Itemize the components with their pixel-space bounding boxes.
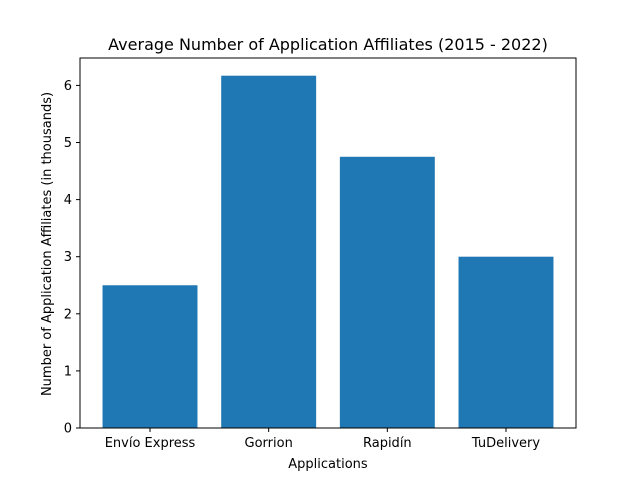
y-tick-label: 4 <box>64 193 72 208</box>
bar-2 <box>339 156 435 428</box>
x-tick-label: TuDelivery <box>471 436 540 451</box>
bar-1 <box>221 75 317 428</box>
plot-frame <box>79 57 577 429</box>
bar-0 <box>102 285 198 428</box>
y-tick-label: 5 <box>64 136 72 151</box>
x-tick-label: Gorrion <box>245 436 293 451</box>
y-axis-ticks: 0 1 2 3 4 5 6 <box>64 79 80 437</box>
plot-area <box>79 57 577 429</box>
y-tick-label: 0 <box>64 422 72 437</box>
x-axis-ticks: Envío Express Gorrion Rapidín TuDelivery <box>105 428 540 451</box>
bar-3 <box>458 256 554 428</box>
x-tick-label: Envío Express <box>105 436 196 451</box>
y-tick-label: 3 <box>64 250 72 265</box>
x-axis-label: Applications <box>288 457 368 472</box>
chart-title: Average Number of Application Affiliates… <box>108 35 548 54</box>
y-tick-label: 6 <box>64 79 72 94</box>
y-tick-label: 1 <box>64 364 72 379</box>
y-tick-label: 2 <box>64 307 72 322</box>
x-tick-label: Rapidín <box>363 436 412 451</box>
y-axis-label: Number of Application Affiliates (in tho… <box>40 92 55 396</box>
